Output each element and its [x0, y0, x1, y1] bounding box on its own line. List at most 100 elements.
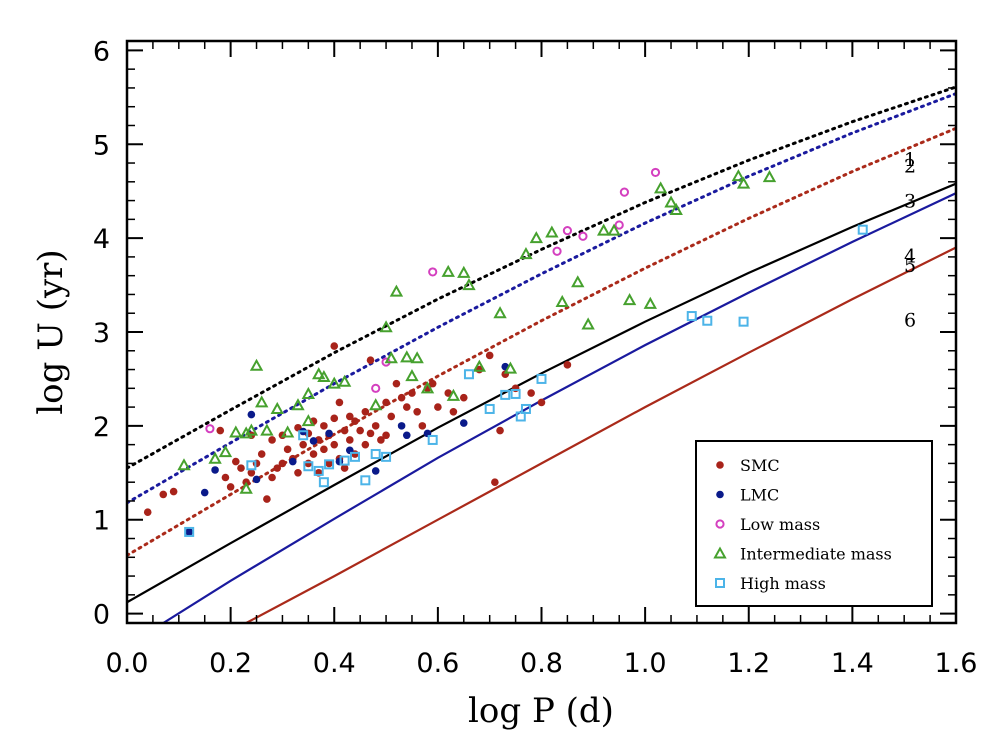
- lmc-point: [325, 429, 333, 438]
- smc-point: [330, 440, 339, 449]
- lmc-point: [211, 466, 219, 474]
- high-mass-point: [510, 388, 521, 399]
- smc-point: [537, 398, 546, 407]
- x-tick-label: 1.2: [727, 648, 770, 679]
- smc-point: [247, 469, 256, 477]
- intermediate-mass-point: [255, 395, 269, 408]
- smc-point: [366, 429, 375, 438]
- axis-ticks: [126, 41, 957, 623]
- smc-point: [345, 436, 354, 444]
- intermediate-mass-point: [405, 369, 419, 382]
- intermediate-mass-point: [280, 425, 295, 438]
- high-mass-point: [298, 430, 309, 441]
- smc-point: [340, 464, 349, 472]
- curve-label-4: 4: [904, 246, 916, 268]
- intermediate-mass-point: [389, 284, 404, 297]
- intermediate-mass-point: [519, 247, 533, 260]
- smc-point: [283, 445, 292, 454]
- high-mass-point: [500, 389, 511, 400]
- legend-marker-smc: [716, 461, 724, 469]
- lmc-point: [247, 410, 256, 419]
- smc-point: [563, 361, 572, 369]
- curve-3: [127, 126, 956, 557]
- intermediate-mass-point: [643, 296, 658, 309]
- intermediate-mass-point: [446, 388, 461, 401]
- x-tick-label: 1.6: [935, 648, 978, 679]
- smc-point: [268, 473, 276, 482]
- high-mass-point: [536, 373, 547, 384]
- smc-point: [330, 414, 339, 423]
- high-mass-point: [184, 526, 195, 537]
- lmc-point: [397, 422, 406, 430]
- lmc-point: [371, 467, 380, 475]
- intermediate-mass-point: [239, 481, 253, 494]
- high-mass-point: [370, 449, 381, 460]
- model-curves: [127, 85, 956, 623]
- intermediate-mass-point: [327, 376, 341, 389]
- high-mass-point: [427, 434, 438, 445]
- x-tick-label: 1.0: [624, 648, 667, 679]
- smc-point: [304, 459, 313, 468]
- intermediate-mass-point: [669, 202, 683, 215]
- smc-point: [361, 407, 370, 416]
- smc-point: [325, 459, 333, 468]
- smc-point: [397, 393, 406, 402]
- smc-point: [169, 487, 178, 496]
- intermediate-mass-point: [596, 223, 611, 236]
- smc-point: [387, 412, 396, 421]
- x-tick-label: 0.8: [520, 648, 563, 679]
- intermediate-mass-point: [291, 398, 305, 411]
- legend-box: [695, 440, 933, 607]
- intermediate-mass-point: [420, 381, 435, 394]
- high-mass-point: [857, 224, 868, 235]
- low-mass-point: [428, 267, 438, 277]
- lmc-point: [252, 475, 261, 484]
- intermediate-mass-point: [229, 425, 243, 438]
- high-mass-point: [349, 451, 360, 462]
- high-mass-point: [303, 461, 314, 472]
- lmc-point: [289, 457, 297, 466]
- legend-label-smc: SMC: [740, 456, 780, 475]
- smc-point: [232, 457, 240, 466]
- smc-point: [408, 389, 416, 397]
- smc-point: [377, 436, 385, 444]
- y-tick-label: 0: [93, 600, 110, 631]
- intermediate-mass-point: [239, 426, 253, 439]
- smc-point: [434, 403, 442, 411]
- low-mass-point: [650, 167, 661, 178]
- intermediate-mass-point: [218, 445, 233, 458]
- intermediate-mass-point: [312, 367, 326, 380]
- legend-marker-high-mass: [715, 578, 725, 588]
- intermediate-mass-point: [301, 386, 316, 399]
- legend-marker-low-mass: [715, 519, 725, 529]
- smc-point: [345, 412, 354, 421]
- x-tick-label: 1.4: [831, 648, 874, 679]
- curve-label-2: 2: [904, 156, 916, 178]
- smc-point: [402, 403, 411, 411]
- smc-point: [496, 426, 504, 435]
- intermediate-mass-point: [529, 231, 544, 244]
- y-tick-label: 5: [93, 130, 110, 161]
- intermediate-mass-point: [762, 170, 777, 183]
- intermediate-mass-point: [400, 350, 414, 363]
- smc-point: [527, 389, 535, 397]
- smc-point: [320, 445, 328, 454]
- intermediate-mass-point: [731, 169, 746, 182]
- smc-point: [356, 426, 364, 435]
- intermediate-mass-point: [571, 275, 585, 288]
- smc-point: [226, 483, 235, 491]
- smc-point: [418, 422, 427, 430]
- high-mass-point: [313, 465, 324, 476]
- y-tick-label: 6: [93, 36, 110, 67]
- high-mass-point: [738, 316, 749, 327]
- intermediate-mass-point: [622, 293, 637, 306]
- lmc-point: [309, 437, 318, 445]
- y-axis-label: log U (yr): [31, 249, 71, 414]
- legend-label-high-mass: High mass: [740, 574, 826, 593]
- smc-point: [330, 342, 339, 350]
- high-mass-point: [360, 475, 371, 486]
- high-mass-point: [515, 411, 526, 422]
- y-tick-label: 1: [93, 506, 110, 537]
- smc-point: [371, 422, 380, 430]
